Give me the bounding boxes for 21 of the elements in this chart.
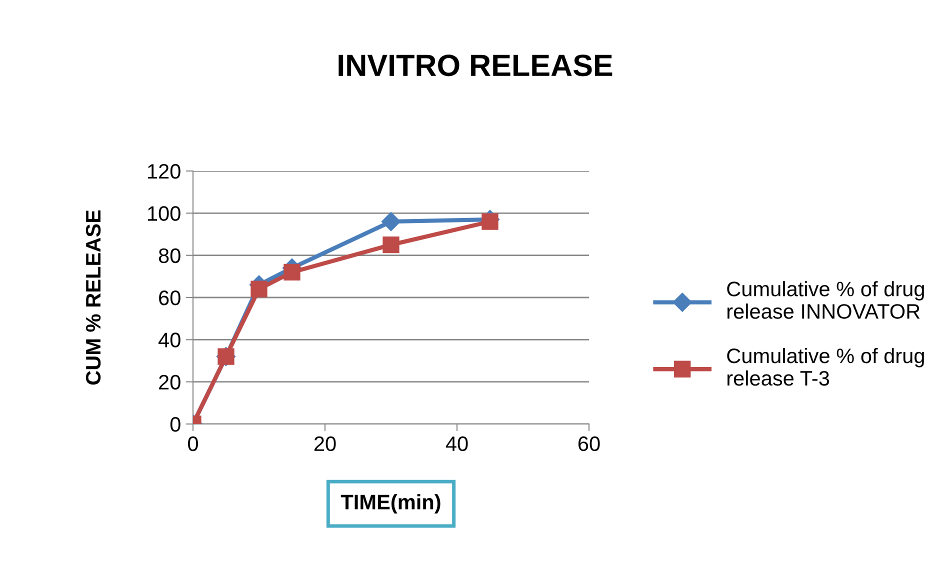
chart-title: INVITRO RELEASE bbox=[338, 54, 612, 76]
point bbox=[482, 213, 498, 230]
x-tick-label: 0 bbox=[188, 436, 198, 452]
y-tick-label: 60 bbox=[159, 290, 180, 306]
y-tick-label: 100 bbox=[148, 206, 180, 221]
point bbox=[250, 280, 268, 298]
y-tick-label: 120 bbox=[148, 164, 180, 179]
x-tick-label: 60 bbox=[578, 436, 600, 452]
y-tick-label: 20 bbox=[159, 374, 180, 390]
point bbox=[284, 264, 300, 281]
y-axis-title: CUM % RELEASE bbox=[86, 210, 101, 385]
x-axis-title: TIME(min) bbox=[340, 494, 440, 514]
legend-label: Cumulative % of drug release T-3 bbox=[727, 348, 924, 386]
y-tick-label: 80 bbox=[158, 248, 180, 264]
x-tick-label: 20 bbox=[314, 436, 336, 452]
legend-label: Cumulative % of drug release INNOVATOR bbox=[727, 281, 924, 319]
y-tick-label: 0 bbox=[170, 417, 180, 432]
x-tick-label: 40 bbox=[446, 436, 468, 452]
y-tick-label: 40 bbox=[158, 332, 180, 348]
point bbox=[381, 212, 401, 232]
point bbox=[382, 236, 400, 254]
